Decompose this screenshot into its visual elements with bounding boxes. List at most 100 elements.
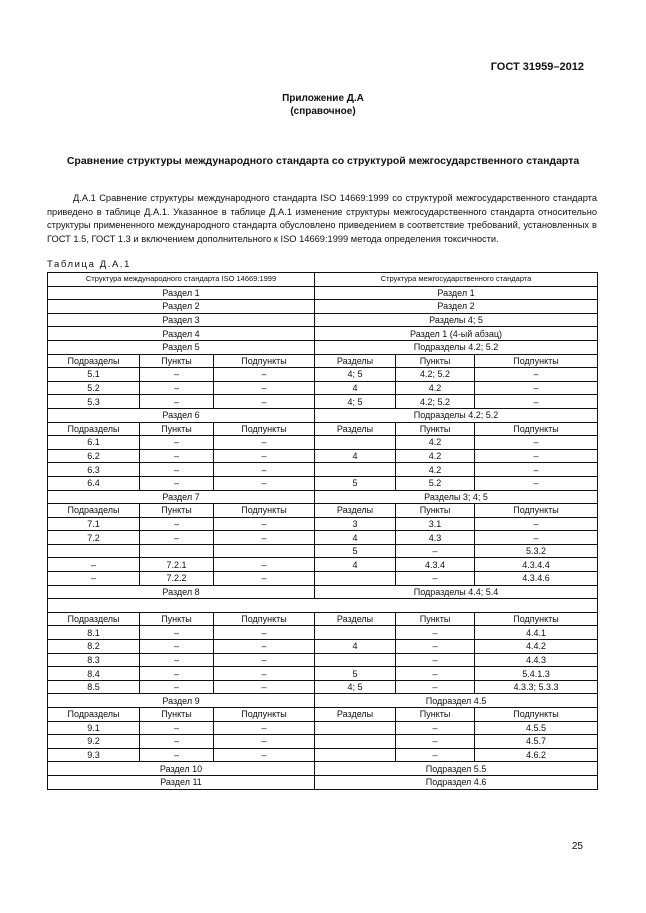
table-row: Подразделы Пункты Подпункты Разделы Пункты По… bbox=[47, 421, 599, 437]
table-row: 7.1– –3 3.1– bbox=[47, 516, 599, 532]
table-row: 9.3– – –4.6.2 bbox=[47, 747, 599, 763]
table-cell: – bbox=[139, 652, 214, 668]
table-cell bbox=[212, 543, 316, 559]
table-cell: 5.4.1.3 bbox=[474, 666, 599, 681]
table-cell: Подпункты bbox=[474, 611, 599, 627]
table-cell: Подпункты bbox=[212, 353, 316, 369]
table-row: Раздел 2 Раздел 2 bbox=[46, 299, 599, 314]
table-row: 8.3– – –4.4.3 bbox=[47, 652, 599, 668]
table-cell: 6.2 bbox=[47, 448, 140, 464]
table-cell: 9.1 bbox=[47, 720, 140, 736]
table-cell: – bbox=[47, 557, 140, 573]
table-row: 7.2– –4 4.3– bbox=[47, 530, 599, 545]
table-cell: – bbox=[212, 394, 316, 409]
table-cell: – bbox=[474, 435, 599, 450]
table-cell: 5.3 bbox=[47, 394, 140, 409]
table-row: Подразделы Пункты Подпункты Разделы Пункты По… bbox=[47, 611, 599, 627]
table-row: Раздел 7 Разделы 3; 4; 5 bbox=[46, 489, 599, 505]
table-cell: – bbox=[212, 557, 316, 573]
interstate-section-cell: Раздел 1 bbox=[314, 285, 599, 301]
table-cell: Подразделы bbox=[47, 503, 140, 518]
international-section-cell: Раздел 8 bbox=[46, 584, 316, 600]
table-cell: 4; 5 bbox=[314, 679, 397, 695]
table-row: 5–5.3.2 bbox=[47, 543, 599, 559]
table-cell: Подпункты bbox=[474, 707, 599, 722]
table-cell: – bbox=[474, 394, 599, 409]
table-cell: 4; 5 bbox=[314, 394, 397, 409]
table-cell: 4.4.2 bbox=[474, 639, 599, 654]
table-row: 8.4– –5–5.4.1.3 bbox=[47, 666, 599, 681]
header-interstate: Структура межгосударственного стандарта bbox=[314, 272, 599, 287]
table-cell: – bbox=[139, 625, 214, 641]
table-cell: 4 bbox=[314, 380, 397, 396]
table-cell: – bbox=[474, 367, 599, 382]
table-cell: 4; 5 bbox=[314, 367, 397, 382]
table-cell: Разделы bbox=[314, 353, 397, 369]
table-cell: – bbox=[212, 571, 316, 586]
table-row: 9.1– – –4.5.5 bbox=[47, 720, 599, 736]
table-header-row: Структура международного стандарта ISO 1… bbox=[46, 272, 599, 287]
table-cell: 5 bbox=[314, 666, 397, 681]
international-section-cell: Раздел 9 bbox=[46, 693, 316, 708]
table-cell: 6.3 bbox=[47, 462, 140, 477]
table-row: 5.2– –4 4.2– bbox=[47, 380, 599, 396]
table-cell: 8.3 bbox=[47, 652, 140, 668]
table-cell: 4 bbox=[314, 530, 397, 545]
table-cell: – bbox=[474, 462, 599, 477]
table-cell: Пункты bbox=[395, 503, 476, 518]
interstate-section-cell: Разделы 3; 4; 5 bbox=[314, 489, 599, 505]
table-cell: – bbox=[474, 530, 599, 545]
empty-cell bbox=[46, 598, 599, 613]
table-cell: – bbox=[139, 394, 214, 409]
table-row: –7.2.2– –4.3.4.6 bbox=[47, 571, 599, 586]
table-row: 5.1– –4; 5 4.2; 5.2– bbox=[47, 367, 599, 382]
table-row: Раздел 6 Подразделы 4.2; 5.2 bbox=[46, 407, 599, 423]
table-cell: – bbox=[212, 652, 316, 668]
table-cell: 4.2 bbox=[395, 435, 476, 450]
table-cell: – bbox=[212, 734, 316, 749]
table-cell: 4.2 bbox=[395, 462, 476, 477]
table-cell: 9.3 bbox=[47, 747, 140, 763]
table-cell: – bbox=[395, 639, 476, 654]
table-cell: 4.3.4.6 bbox=[474, 571, 599, 586]
table-cell: – bbox=[212, 530, 316, 545]
header-international: Структура международного стандарта ISO 1… bbox=[46, 272, 316, 287]
table-cell: – bbox=[212, 679, 316, 695]
table-cell: Пункты bbox=[139, 707, 214, 722]
table-cell: – bbox=[395, 652, 476, 668]
table-cell: 5.3.2 bbox=[474, 543, 599, 559]
table-cell: 9.2 bbox=[47, 734, 140, 749]
table-cell: – bbox=[395, 679, 476, 695]
interstate-section-cell: Подразделы 4.2; 5.2 bbox=[314, 407, 599, 423]
table-cell: Подразделы bbox=[47, 707, 140, 722]
table-cell bbox=[314, 625, 397, 641]
table-row: Раздел 1 Раздел 1 bbox=[46, 285, 599, 301]
table-caption: Таблица Д.А.1 bbox=[47, 259, 132, 270]
table-cell: 4.2 bbox=[395, 448, 476, 464]
table-cell: 7.1 bbox=[47, 516, 140, 532]
table-row: 6.4– –5 5.2– bbox=[47, 475, 599, 491]
table-cell: 8.1 bbox=[47, 625, 140, 641]
table-cell: – bbox=[212, 720, 316, 736]
table-cell: 6.1 bbox=[47, 435, 140, 450]
interstate-section-cell: Подраздел 4.5 bbox=[314, 693, 599, 708]
table-row: 6.3– –4.2– bbox=[47, 462, 599, 477]
table-cell: – bbox=[212, 747, 316, 763]
table-cell bbox=[139, 543, 214, 559]
table-cell: 4.4.3 bbox=[474, 652, 599, 668]
table-cell: 4.5.7 bbox=[474, 734, 599, 749]
appendix-title: Приложение Д.А bbox=[282, 93, 364, 104]
table-row: Раздел 10 Подраздел 5.5 bbox=[46, 761, 599, 776]
table-cell: 7.2 bbox=[47, 530, 140, 545]
table-cell: 3.1 bbox=[395, 516, 476, 532]
table-cell: 4.3 bbox=[395, 530, 476, 545]
table-row: Раздел 4 Раздел 1 (4-ый абзац) bbox=[46, 326, 599, 341]
table-cell: – bbox=[474, 516, 599, 532]
table-cell: 8.2 bbox=[47, 639, 140, 654]
table-cell bbox=[314, 571, 397, 586]
table-cell: Подпункты bbox=[212, 611, 316, 627]
table-cell: – bbox=[474, 448, 599, 464]
table-cell: Пункты bbox=[395, 611, 476, 627]
table-cell: 4.4.1 bbox=[474, 625, 599, 641]
